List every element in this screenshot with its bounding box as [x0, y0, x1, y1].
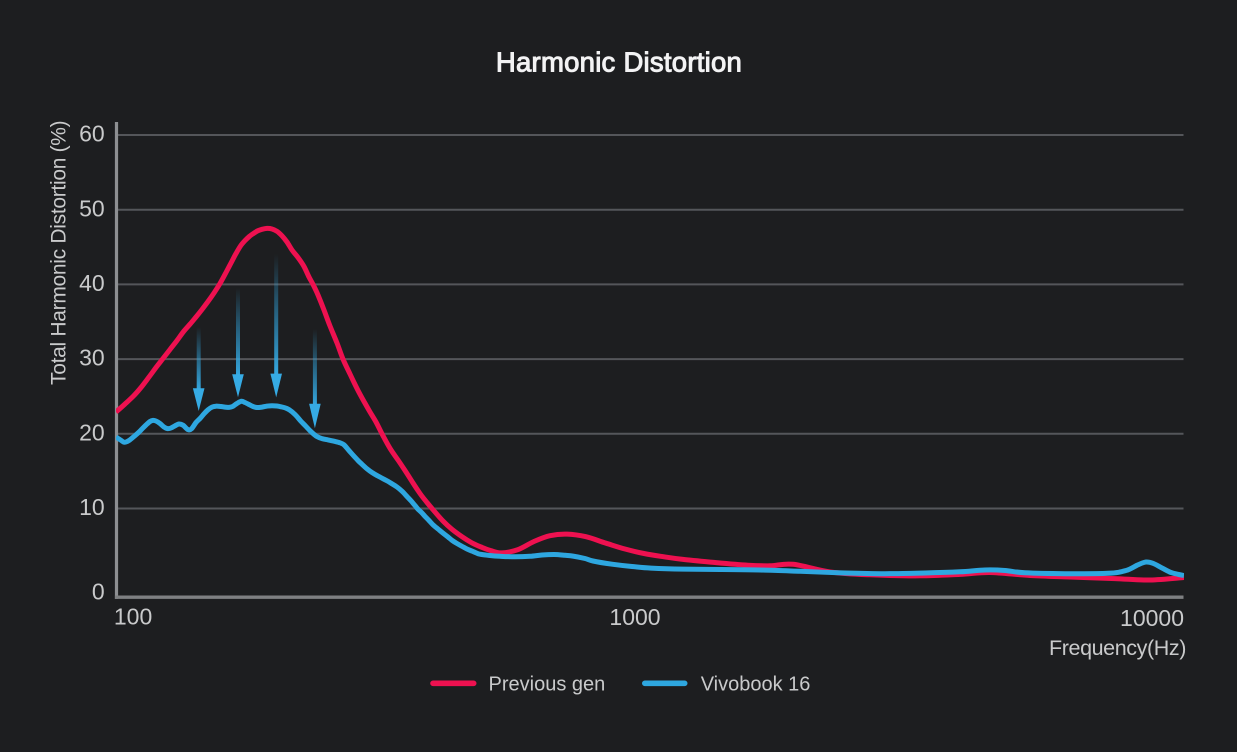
svg-text:20: 20	[79, 419, 105, 445]
svg-text:0: 0	[92, 579, 105, 605]
svg-text:10000: 10000	[1120, 605, 1184, 631]
svg-text:60: 60	[79, 121, 105, 147]
svg-text:40: 40	[79, 270, 105, 296]
svg-text:10: 10	[79, 494, 105, 520]
svg-text:Previous gen: Previous gen	[489, 674, 606, 696]
svg-text:30: 30	[79, 345, 105, 371]
svg-text:50: 50	[79, 195, 105, 221]
svg-text:Harmonic Distortion: Harmonic Distortion	[496, 47, 742, 78]
svg-text:Total Harmonic Distortion (%): Total Harmonic Distortion (%)	[48, 121, 71, 385]
svg-text:Vivobook 16: Vivobook 16	[701, 674, 811, 696]
svg-text:100: 100	[114, 604, 152, 630]
svg-text:Frequency(Hz): Frequency(Hz)	[1049, 636, 1186, 660]
svg-text:1000: 1000	[609, 604, 660, 630]
